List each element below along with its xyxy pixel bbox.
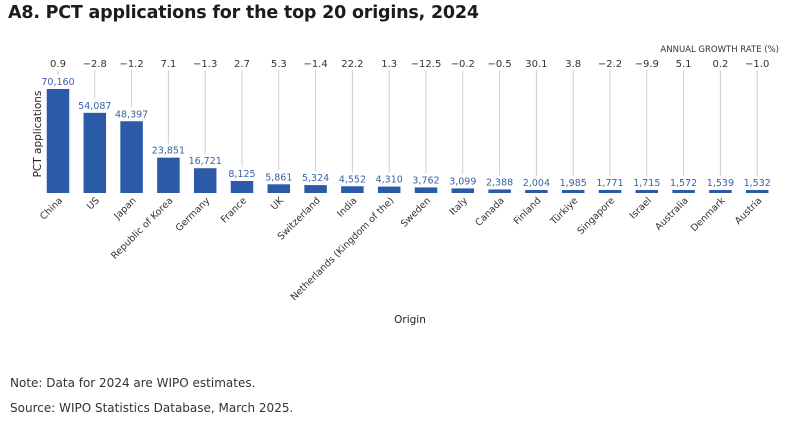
bar-chart: 70,160 54,087 48,397 23,851 16,721 8,125 5,861… [32, 45, 779, 326]
bar [157, 157, 180, 193]
growth-rate-label: 30.1 [525, 59, 547, 70]
value-label: 23,851 [152, 146, 185, 157]
growth-rate-label: −1.3 [193, 59, 217, 70]
bar [414, 187, 438, 193]
category-label: India [335, 195, 359, 219]
chart-note: Note: Data for 2024 are WIPO estimates. [10, 376, 256, 390]
value-label: 1,715 [633, 178, 660, 189]
value-label: 16,721 [189, 156, 222, 167]
growth-rate-label: 3.8 [565, 59, 581, 70]
category-label: Australia [653, 195, 690, 232]
chart-source: Source: WIPO Statistics Database, March … [10, 401, 294, 415]
value-label: 1,771 [596, 178, 623, 189]
bar [193, 168, 217, 193]
growth-rate-label: −9.9 [635, 59, 659, 70]
bar [635, 190, 659, 193]
category-label: Sweden [399, 195, 433, 229]
growth-rate-label: −2.8 [83, 59, 107, 70]
category-label: China [38, 195, 65, 222]
growth-rate-label: 1.3 [381, 59, 397, 70]
bars [46, 89, 769, 193]
value-label: 48,397 [115, 109, 148, 120]
growth-rate-labels: 0.9 −2.8 −1.2 7.1 −1.3 2.7 5.3 −1.4 22.2 1.3 −12.5… [50, 59, 769, 70]
growth-rate-label: −1.2 [119, 59, 143, 70]
bar [709, 190, 732, 193]
y-axis-title: PCT applications [32, 91, 44, 178]
growth-rate-label: 7.1 [160, 59, 176, 70]
bar [598, 190, 622, 193]
value-label: 1,572 [670, 178, 697, 189]
growth-rate-label: 0.9 [50, 59, 66, 70]
bar [304, 185, 327, 193]
category-label: Italy [448, 195, 471, 218]
value-label: 3,099 [449, 176, 476, 187]
category-label: Finland [512, 195, 544, 227]
value-label: 1,532 [744, 178, 771, 189]
category-label: France [219, 195, 249, 225]
value-label: 5,861 [265, 172, 292, 183]
growth-rate-label: 2.7 [234, 59, 250, 70]
category-label: Germany [174, 195, 213, 234]
value-label: 1,539 [707, 178, 734, 189]
value-label: 5,324 [302, 173, 329, 184]
value-label: 70,160 [41, 77, 74, 88]
growth-rate-label: −12.5 [411, 59, 442, 70]
category-label: Republic of Korea [109, 195, 175, 261]
growth-rate-label: −1.0 [745, 59, 769, 70]
growth-rate-header: ANNUAL GROWTH RATE (%) [660, 45, 779, 55]
growth-rate-label: −0.5 [487, 59, 511, 70]
category-label: Israel [628, 195, 654, 221]
value-labels: 70,160 54,087 48,397 23,851 16,721 8,125 5,861… [41, 77, 770, 189]
value-label: 8,125 [228, 169, 255, 180]
growth-rate-label: 22.2 [341, 59, 363, 70]
value-label: 2,004 [523, 178, 550, 189]
category-label: Austria [733, 195, 765, 227]
growth-rate-label: −2.2 [598, 59, 622, 70]
bar [525, 190, 548, 193]
value-label: 54,087 [78, 101, 111, 112]
x-axis-title: Origin [394, 314, 426, 326]
value-label: 4,310 [376, 175, 403, 186]
chart-title: A8. PCT applications for the top 20 orig… [8, 3, 479, 23]
value-label: 3,762 [412, 175, 439, 186]
bar [377, 186, 401, 193]
bar [267, 184, 291, 193]
bar [561, 190, 585, 193]
category-label: UK [269, 195, 287, 213]
bar [83, 112, 107, 193]
bar [46, 89, 70, 193]
category-label: Singapore [575, 195, 617, 237]
bar [451, 188, 475, 193]
category-label: Canada [473, 195, 506, 228]
bar [488, 189, 511, 193]
growth-rate-label: 0.2 [712, 59, 728, 70]
bar [745, 190, 769, 193]
value-label: 4,552 [339, 174, 366, 185]
bar [120, 121, 143, 193]
category-label: Türkiye [548, 195, 581, 228]
value-label: 1,985 [560, 178, 587, 189]
growth-rate-label: −0.2 [451, 59, 475, 70]
growth-rate-label: −1.4 [303, 59, 327, 70]
connector-lines [57, 70, 758, 176]
growth-rate-label: 5.1 [676, 59, 692, 70]
category-label: Japan [111, 195, 138, 222]
growth-rate-label: 5.3 [271, 59, 287, 70]
value-label: 2,388 [486, 177, 513, 188]
bar [672, 190, 695, 193]
bar [341, 186, 364, 193]
bar [230, 180, 254, 193]
category-label: Denmark [689, 195, 728, 234]
category-label: US [85, 195, 102, 212]
